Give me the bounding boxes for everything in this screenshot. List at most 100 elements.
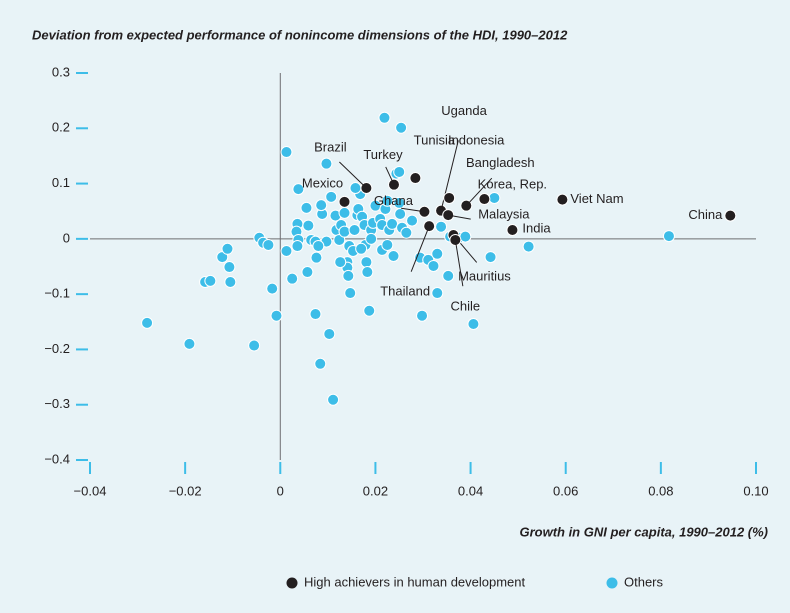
point xyxy=(459,230,472,243)
leader-line xyxy=(401,207,425,213)
point xyxy=(183,337,196,350)
point xyxy=(301,266,314,279)
point xyxy=(427,259,440,272)
y-tick-label: −0.1 xyxy=(44,286,70,301)
point xyxy=(360,256,373,269)
point xyxy=(325,190,338,203)
point xyxy=(355,242,368,255)
point xyxy=(478,193,491,206)
point xyxy=(221,242,234,255)
point xyxy=(416,309,429,322)
point xyxy=(309,308,322,321)
point xyxy=(204,274,217,287)
point xyxy=(381,238,394,251)
point-label: Thailand xyxy=(380,284,430,299)
point-label: Bangladesh xyxy=(466,155,535,170)
point-label: Viet Nam xyxy=(570,191,623,206)
point xyxy=(344,287,357,300)
point xyxy=(338,206,351,219)
point xyxy=(280,245,293,258)
legend-label: Others xyxy=(624,574,664,589)
point xyxy=(365,232,378,245)
point-label: India xyxy=(522,220,551,235)
point xyxy=(291,240,304,253)
point xyxy=(349,181,362,194)
y-tick-label: 0.2 xyxy=(52,120,70,135)
point xyxy=(300,201,313,214)
point xyxy=(556,193,569,206)
point-label: Korea, Rep. xyxy=(478,176,547,191)
x-tick-label: 0.06 xyxy=(553,483,578,498)
legend-marker xyxy=(606,577,618,589)
point xyxy=(394,207,407,220)
legend-marker xyxy=(286,577,298,589)
point xyxy=(443,191,456,204)
y-tick-label: 0.1 xyxy=(52,175,70,190)
y-tick-label: −0.4 xyxy=(44,451,70,466)
x-tick-label: 0.02 xyxy=(363,483,388,498)
point xyxy=(348,224,361,237)
x-tick-label: 0.10 xyxy=(743,483,768,498)
x-tick-label: −0.04 xyxy=(74,483,107,498)
point-label: Chile xyxy=(451,298,481,313)
point xyxy=(387,249,400,262)
legend-label: High achievers in human development xyxy=(304,574,526,589)
leader-line xyxy=(339,161,367,189)
x-tick-label: 0.08 xyxy=(648,483,673,498)
point xyxy=(662,230,675,243)
point-label: Brazil xyxy=(314,139,347,154)
point xyxy=(334,256,347,269)
point-label: Ghana xyxy=(374,193,414,208)
point-label: Malaysia xyxy=(478,207,530,222)
point xyxy=(393,165,406,178)
point xyxy=(395,121,408,134)
point xyxy=(248,339,261,352)
point xyxy=(286,272,299,285)
point xyxy=(381,194,394,207)
point-label: Mauritius xyxy=(458,268,511,283)
leader-line xyxy=(385,166,395,185)
y-tick-label: −0.3 xyxy=(44,396,70,411)
point xyxy=(266,282,279,295)
point xyxy=(431,247,444,260)
point xyxy=(506,224,519,237)
point xyxy=(409,172,422,185)
point xyxy=(724,209,737,222)
y-tick-label: 0.3 xyxy=(52,64,70,79)
point xyxy=(141,316,154,329)
point xyxy=(315,199,328,212)
point xyxy=(320,157,333,170)
y-tick-label: −0.2 xyxy=(44,341,70,356)
leader-line xyxy=(465,177,493,207)
point xyxy=(223,261,236,274)
leader-line xyxy=(448,214,471,220)
x-tick-label: 0 xyxy=(277,483,284,498)
x-tick-label: −0.02 xyxy=(169,483,202,498)
point xyxy=(338,195,351,208)
point xyxy=(378,111,391,124)
point xyxy=(292,183,305,196)
point-label: China xyxy=(688,207,723,222)
point xyxy=(484,251,497,264)
point xyxy=(224,275,237,288)
point xyxy=(323,327,336,340)
point xyxy=(400,226,413,239)
point xyxy=(386,217,399,230)
point xyxy=(280,146,293,159)
leader-line xyxy=(454,239,464,287)
point xyxy=(467,317,480,330)
point xyxy=(363,304,376,317)
point-label: Mexico xyxy=(302,175,343,190)
point xyxy=(361,266,374,279)
point xyxy=(406,214,419,227)
point xyxy=(327,393,340,406)
point xyxy=(488,191,501,204)
point-label: Uganda xyxy=(441,103,487,118)
point xyxy=(302,219,315,232)
y-tick-label: 0 xyxy=(63,230,70,245)
point xyxy=(312,240,325,253)
point-label: Indonesia xyxy=(448,132,505,147)
